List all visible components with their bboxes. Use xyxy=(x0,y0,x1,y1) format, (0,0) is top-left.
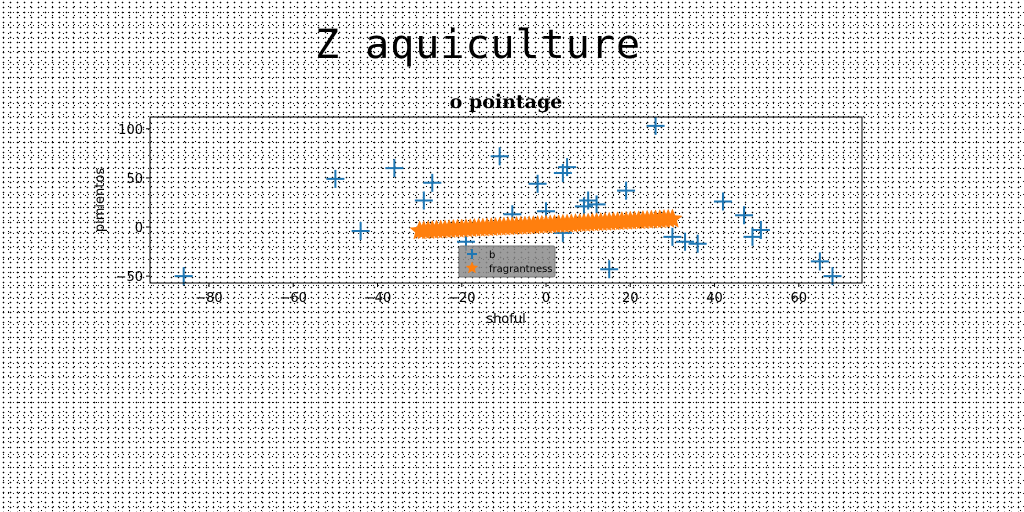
data-point-b xyxy=(414,191,433,210)
x-tick-label: 0 xyxy=(542,291,550,306)
data-point-b xyxy=(587,195,606,214)
data-point-b xyxy=(646,116,665,135)
data-point-b xyxy=(326,169,345,188)
figure-suptitle: Z aquiculture xyxy=(314,22,642,68)
y-tick-label: 50 xyxy=(126,172,143,187)
plot-area xyxy=(174,116,842,286)
x-tick-label: 40 xyxy=(706,291,723,306)
y-tick-label: 0 xyxy=(135,221,143,236)
legend-star-icon xyxy=(465,261,479,274)
data-point-b xyxy=(600,260,619,279)
y-ticks: −50 0 50 100 xyxy=(116,123,150,285)
x-tick-label: −20 xyxy=(448,291,475,306)
x-tick-label: 60 xyxy=(791,291,808,306)
axes-frame xyxy=(149,116,863,284)
data-point-b xyxy=(735,206,754,225)
data-point-b xyxy=(688,234,707,253)
data-point-b xyxy=(676,232,695,251)
data-point-b xyxy=(751,220,770,239)
data-point-b xyxy=(423,173,442,192)
chart-title: o pointage xyxy=(450,91,563,113)
data-point-b xyxy=(528,174,547,193)
data-point-b xyxy=(810,252,829,271)
legend-label-fragrantness: fragrantness xyxy=(489,264,553,275)
legend-plus-icon xyxy=(467,249,477,259)
legend-label-b: b xyxy=(489,250,495,261)
data-point-b xyxy=(713,192,732,211)
y-axis-label: pimientos xyxy=(93,168,108,232)
x-tick-label: −60 xyxy=(280,291,307,306)
data-point-fragrantness xyxy=(662,208,683,228)
data-point-b xyxy=(617,181,636,200)
data-point-b xyxy=(579,191,598,210)
x-tick-label: 20 xyxy=(622,291,639,306)
x-tick-label: −40 xyxy=(364,291,391,306)
legend-marker-fragrantness xyxy=(465,261,479,274)
y-tick-label: −50 xyxy=(116,270,143,285)
data-point-b xyxy=(385,159,404,178)
x-axis-label: shoful xyxy=(486,312,525,327)
legend: b fragrantness xyxy=(458,245,556,278)
legend-box xyxy=(458,245,556,278)
x-tick-label: −80 xyxy=(195,291,222,306)
data-point-b xyxy=(823,267,842,286)
legend-marker-b xyxy=(467,249,477,259)
data-point-b xyxy=(490,147,509,166)
data-point-b xyxy=(351,221,370,240)
data-point-b xyxy=(558,158,577,177)
x-ticks: −80 −60 −40 −20 0 20 40 60 xyxy=(195,283,807,306)
data-point-b xyxy=(663,227,682,246)
y-tick-label: 100 xyxy=(118,123,143,138)
data-point-b xyxy=(174,267,193,286)
